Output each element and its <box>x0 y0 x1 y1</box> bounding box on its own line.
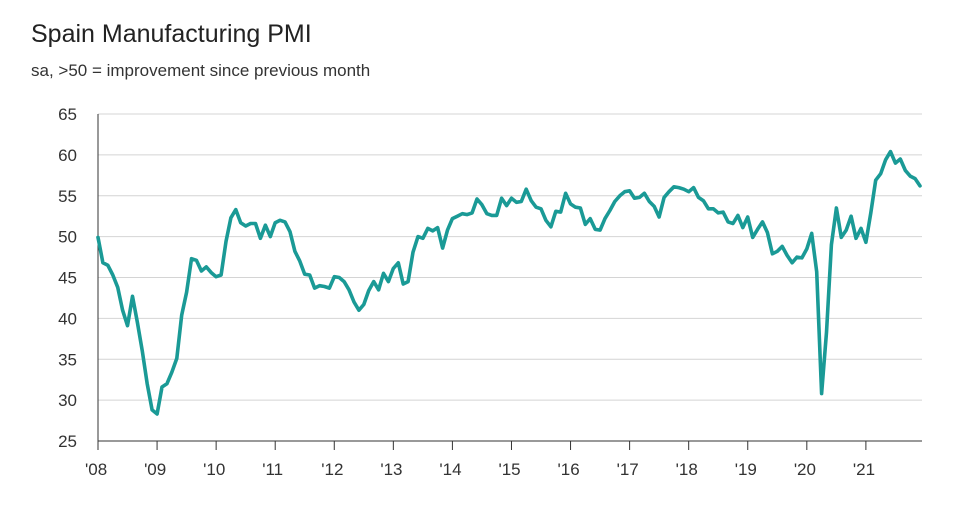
x-tick-label: '09 <box>144 460 166 479</box>
chart-svg: 25 30 35 40 45 50 55 60 65 '08 '09 '10 '11 '12 '13 '14… <box>0 0 975 523</box>
x-tick-label: '08 <box>85 460 107 479</box>
y-axis: 25 30 35 40 45 50 55 60 65 <box>58 105 98 451</box>
x-tick-label: '18 <box>676 460 698 479</box>
x-tick-label: '15 <box>498 460 520 479</box>
y-tick-label: 30 <box>58 391 77 410</box>
x-tick-label: '14 <box>439 460 461 479</box>
series-line-0 <box>98 152 920 414</box>
x-tick-label: '20 <box>794 460 816 479</box>
x-tick-label: '11 <box>262 460 283 479</box>
x-tick-label: '17 <box>617 460 639 479</box>
x-tick-label: '21 <box>853 460 875 479</box>
y-tick-label: 50 <box>58 228 77 247</box>
x-tick-label: '10 <box>203 460 225 479</box>
y-tick-label: 25 <box>58 432 77 451</box>
y-tick-label: 65 <box>58 105 77 124</box>
x-tick-label: '13 <box>380 460 402 479</box>
x-axis: '08 '09 '10 '11 '12 '13 '14 '15 '16 '17 '18 '19 '20 '… <box>85 441 922 479</box>
x-tick-label: '12 <box>321 460 343 479</box>
y-tick-label: 35 <box>58 350 77 369</box>
y-tick-label: 40 <box>58 309 77 328</box>
y-tick-label: 55 <box>58 187 77 206</box>
x-tick-label: '16 <box>558 460 580 479</box>
series-layer <box>98 152 920 414</box>
y-tick-label: 45 <box>58 269 77 288</box>
x-tick-label: '19 <box>735 460 757 479</box>
y-tick-label: 60 <box>58 146 77 165</box>
